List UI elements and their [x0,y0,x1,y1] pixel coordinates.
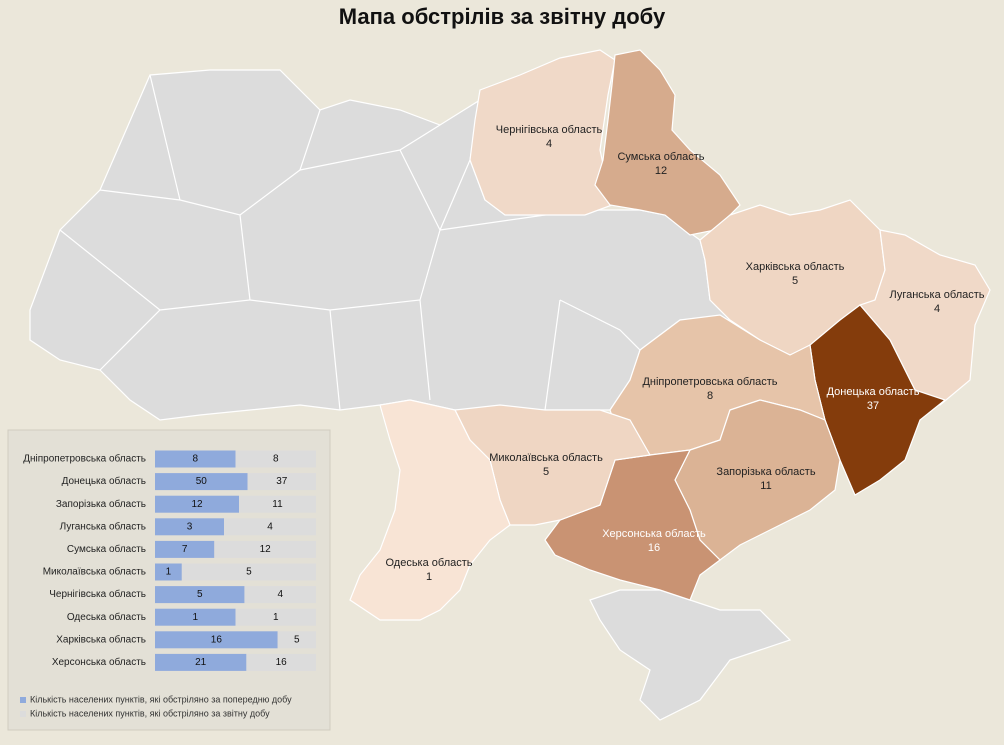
region-shape [349,399,511,621]
category-label: Сумська область [67,543,146,555]
value-label: 11 [272,499,283,510]
value-label: 12 [260,544,272,555]
bar-previous [155,653,247,671]
region-label: Херсонська область [602,528,706,540]
region-value: 1 [426,571,432,583]
region-label: Запорізька область [716,466,815,478]
value-label: 8 [192,454,198,465]
value-label: 4 [267,521,273,532]
category-label: Чернігівська область [49,588,146,600]
region-label: Луганська область [890,289,985,301]
value-label: 8 [273,454,279,465]
value-label: 50 [196,476,208,487]
region-value: 12 [655,165,667,177]
value-label: 3 [187,521,193,532]
bar-previous [155,586,245,604]
value-label: 37 [276,476,288,487]
legend-label: Кількість населених пунктів, які обстріл… [30,708,270,718]
bar-previous [155,563,182,581]
value-label: 12 [191,499,203,510]
bar-current [246,653,316,671]
bar-current [224,518,316,536]
bar-previous [155,473,248,491]
region-shape [858,229,991,406]
bar-previous [155,450,236,468]
category-label: Луганська область [60,520,146,532]
value-label: 4 [277,589,283,600]
value-label: 16 [276,657,288,668]
bar-current [247,473,316,491]
value-label: 1 [273,612,279,623]
region-label: Дніпропетровська область [642,376,777,388]
bar-current [181,563,316,581]
region-shape [594,49,741,236]
region-label: Миколаївська область [489,452,603,464]
region-value: 16 [648,542,660,554]
bar-current [239,495,316,513]
bar-current [235,608,316,626]
bar-current [277,631,316,649]
legend-swatch [20,697,26,703]
legend-swatch [20,711,26,717]
category-label: Одеська область [67,611,146,623]
region-label: Одеська область [385,557,472,569]
legend-label: Кількість населених пунктів, які обстріл… [30,694,292,704]
chart-title: Мапа обстрілів за звітну добу [339,4,666,29]
unaffected-regions [29,69,792,721]
value-label: 7 [182,544,188,555]
category-label: Запорізька область [56,498,146,510]
region-value: 8 [707,390,713,402]
region-label: Сумська область [617,151,704,163]
value-label: 5 [246,567,252,578]
region-value: 11 [760,480,771,492]
bar-previous [155,518,224,536]
value-label: 5 [294,634,300,645]
region-value: 5 [543,466,549,478]
region-value: 5 [792,275,798,287]
bar-previous [155,631,278,649]
category-label: Харківська область [56,633,146,645]
value-label: 1 [192,612,198,623]
value-label: 21 [195,657,207,668]
bar-previous [155,608,236,626]
region-label: Харківська область [746,261,845,273]
category-label: Миколаївська область [43,566,146,578]
bar-previous [155,495,239,513]
region-value: 4 [546,138,552,150]
region-border [59,74,641,411]
category-label: Дніпропетровська область [23,453,146,465]
value-label: 16 [211,634,223,645]
bar-current [244,586,316,604]
bar-current [235,450,316,468]
region-label: Чернігівська область [496,124,603,136]
bar-previous [155,540,215,558]
region-label: Донецька область [827,386,920,398]
bar-current [214,540,316,558]
region-value: 4 [934,303,940,315]
value-label: 1 [166,567,172,578]
region-value: 37 [867,400,879,412]
category-label: Херсонська область [52,656,146,668]
value-label: 5 [197,589,203,600]
category-label: Донецька область [62,475,146,487]
